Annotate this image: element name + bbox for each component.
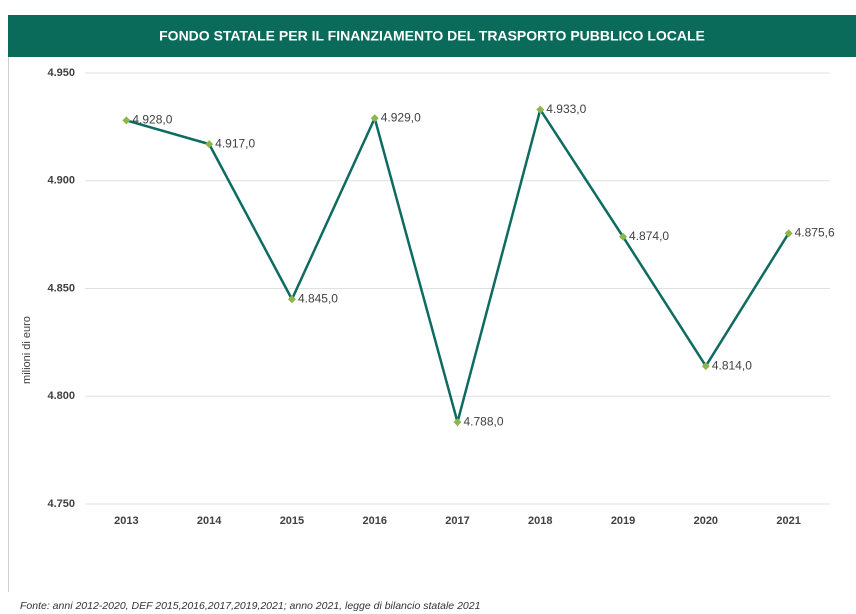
chart-title: FONDO STATALE PER IL FINANZIAMENTO DEL T… <box>159 28 705 44</box>
x-tick-label: 2020 <box>694 515 718 527</box>
data-label: 4.788,0 <box>464 414 504 428</box>
y-tick-label: 4.900 <box>47 175 75 187</box>
y-axis-label: milioni di euro <box>21 316 33 384</box>
data-label: 4.917,0 <box>215 136 255 150</box>
x-tick-label: 2021 <box>776 515 800 527</box>
y-tick-label: 4.950 <box>47 67 75 79</box>
x-tick-label: 2013 <box>114 515 138 527</box>
data-label: 4.814,0 <box>712 358 752 372</box>
x-tick-label: 2019 <box>611 515 635 527</box>
x-tick-label: 2014 <box>197 515 222 527</box>
data-label: 4.929,0 <box>381 110 421 124</box>
line <box>126 106 790 427</box>
marker <box>205 140 214 149</box>
data-label: 4.874,0 <box>629 229 669 243</box>
x-tick-label: 2016 <box>362 515 386 527</box>
marker <box>287 295 296 304</box>
y-tick-label: 4.800 <box>47 390 75 402</box>
data-label: 4.933,0 <box>546 102 586 116</box>
marker <box>453 418 462 427</box>
y-tick-label: 4.750 <box>47 498 75 510</box>
x-tick-label: 2018 <box>528 515 552 527</box>
marker <box>122 116 131 125</box>
x-tick-label: 2017 <box>445 515 469 527</box>
y-tick-label: 4.850 <box>47 282 75 294</box>
marker <box>619 232 628 241</box>
data-label: 4.875,6 <box>795 226 835 240</box>
data-label: 4.928,0 <box>132 113 172 127</box>
marker <box>701 362 710 371</box>
data-label: 4.845,0 <box>298 291 338 305</box>
marker <box>784 229 793 238</box>
footnote: Fonte: anni 2012-2020, DEF 2015,2016,201… <box>20 600 480 612</box>
marker <box>370 114 379 123</box>
x-tick-label: 2015 <box>280 515 304 527</box>
title-bar <box>8 15 856 57</box>
marker <box>536 105 545 114</box>
